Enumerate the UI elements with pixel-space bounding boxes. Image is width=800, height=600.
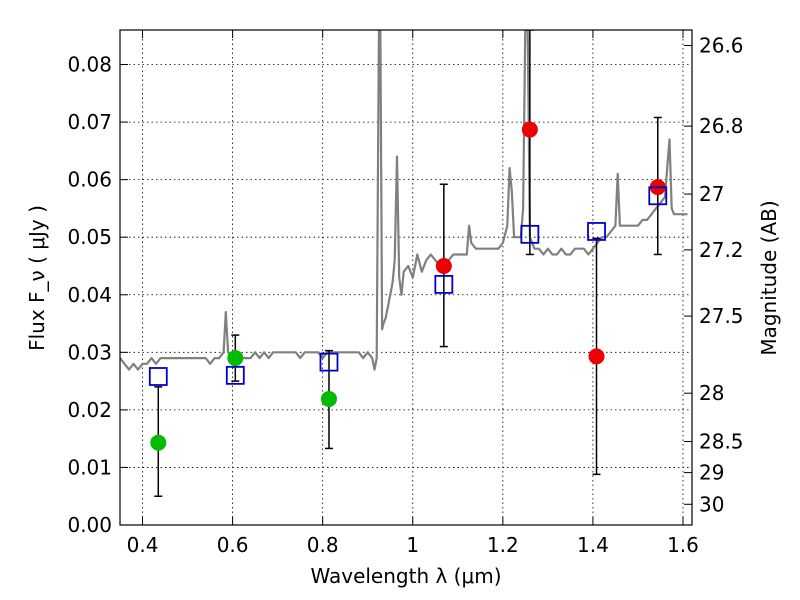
- data-point-circle: [588, 348, 605, 365]
- data-point-square: [520, 224, 540, 244]
- plot-frame: [119, 29, 693, 526]
- data-markers: [148, 121, 668, 451]
- x-tick-label: 1: [406, 533, 419, 557]
- x-tick-label: 1.2: [487, 533, 519, 557]
- mag-tick-label: 28.5: [699, 430, 744, 454]
- data-point-circle: [150, 434, 167, 451]
- y-tick-label: 0.06: [67, 168, 112, 192]
- y-tick-label: 0.01: [67, 455, 112, 479]
- x-tick-label: 0.8: [307, 533, 339, 557]
- model-spectrum-line: [120, 30, 688, 371]
- y-tick-label: 0.08: [67, 53, 112, 77]
- mag-tick-label: 27.2: [699, 238, 744, 262]
- mag-tick-label: 30: [699, 492, 724, 516]
- y-tick-label: 0.03: [67, 340, 112, 364]
- y-tick-label: 0.00: [67, 513, 112, 537]
- mag-tick-label: 28: [699, 381, 724, 405]
- model-spectrum: [120, 30, 688, 371]
- error-bars: [154, 30, 662, 497]
- x-tick-label: 0.6: [217, 533, 249, 557]
- data-point-circle: [320, 390, 337, 407]
- grid-lines: [120, 30, 692, 526]
- data-point-square: [648, 186, 668, 206]
- mag-tick-label: 27.5: [699, 304, 744, 328]
- x-tick-label: 0.4: [127, 533, 159, 557]
- y-tick-label: 0.07: [67, 110, 112, 134]
- data-point-square: [148, 367, 168, 386]
- y2-axis-label: Magnitude (AB): [757, 200, 781, 355]
- axis-ticks: [120, 30, 692, 526]
- x-axis-label: Wavelength λ (μm): [310, 564, 501, 588]
- data-point-square: [587, 222, 606, 241]
- y-axis-label: Flux F_ν ( μJy ): [25, 205, 49, 351]
- mag-tick-label: 26.8: [699, 114, 744, 138]
- y-tick-label: 0.02: [67, 398, 112, 422]
- data-point-square: [225, 365, 245, 385]
- mag-tick-label: 26.6: [699, 34, 744, 58]
- data-point-square: [434, 275, 454, 294]
- data-point-circle: [521, 121, 538, 138]
- data-point-square: [319, 352, 339, 372]
- magnitude-tick-labels: 26.6 26.8 27 27.2 27.5 28 28.5 29 30: [699, 34, 744, 517]
- y-tick-label: 0.05: [67, 225, 112, 249]
- x-tick-labels: 0.4 0.6 0.8 1 1.2 1.4 1.6: [127, 533, 699, 557]
- data-point-circle: [227, 350, 244, 367]
- mag-tick-label: 29: [699, 461, 724, 485]
- mag-tick-label: 27: [699, 182, 724, 206]
- x-tick-label: 1.6: [667, 533, 699, 557]
- data-point-circle: [435, 257, 452, 274]
- y-tick-label: 0.04: [67, 283, 112, 307]
- x-tick-label: 1.4: [577, 533, 609, 557]
- y-tick-labels: 0.00 0.01 0.02 0.03 0.04 0.05 0.06 0.07 0.08: [67, 53, 112, 537]
